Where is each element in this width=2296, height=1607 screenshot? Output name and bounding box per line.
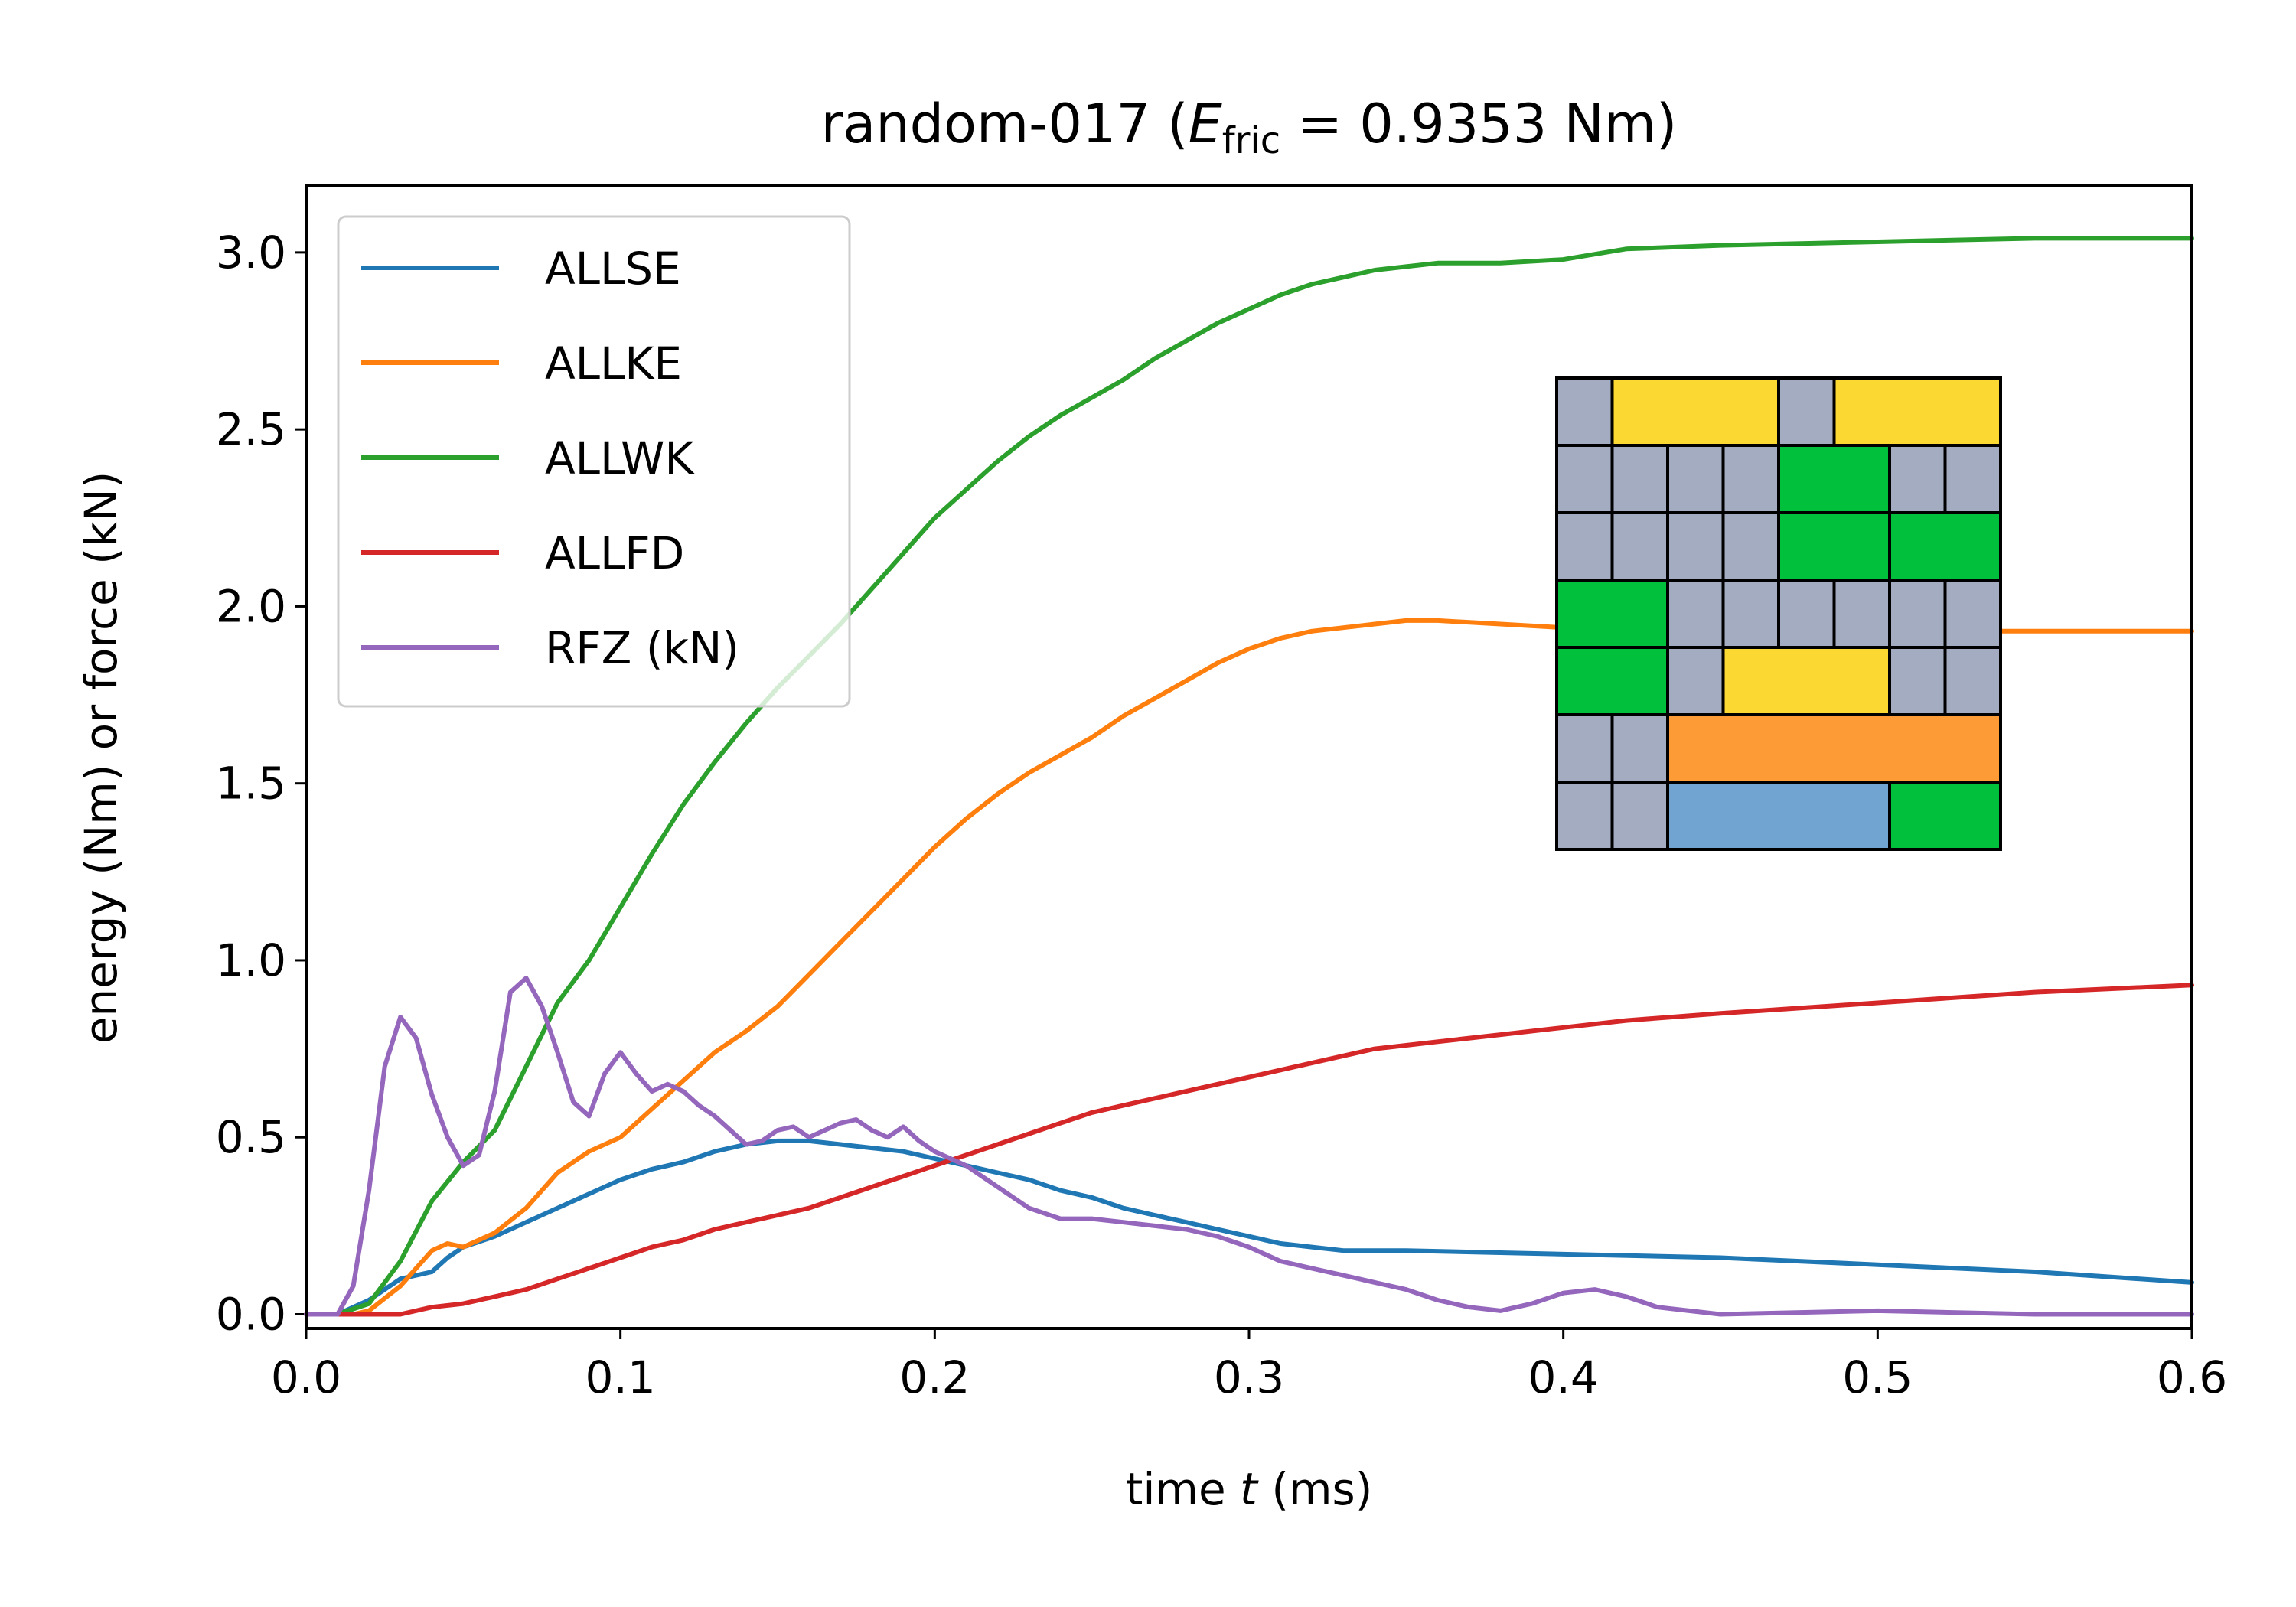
inset-block [1610,713,1669,784]
y-tick-label: 2.5 [216,403,286,455]
inset-block [1666,781,1891,851]
block-layout-inset [1555,376,2002,851]
inset-block [1666,444,1725,514]
inset-block [1888,444,1947,514]
legend: ALLSE ALLKE ALLWK ALLFD RFZ (kN) [337,215,851,708]
series-line-allke [304,618,2194,1317]
y-tick-label: 0.5 [216,1111,286,1163]
inset-block [1777,579,1836,649]
inset-block [1777,444,1891,514]
inset-block [1888,646,1947,716]
inset-block [1555,444,1614,514]
inset-block [1943,646,2002,716]
x-tick-label: 0.1 [585,1351,656,1403]
legend-label: ALLWK [545,432,695,484]
y-tick-label: 1.0 [216,934,286,986]
legend-label: ALLSE [545,243,681,295]
series-line-allfd [304,983,2194,1317]
inset-block [1888,579,1947,649]
series-line-allwk [304,236,2194,1317]
x-axis-label: time t (ms) [1126,1463,1373,1515]
inset-block [1555,646,1669,716]
series-line-allse [304,1138,2194,1317]
inset-block [1555,511,1614,582]
series-lines [304,236,2194,1317]
y-tick-label: 3.0 [216,227,286,279]
x-tick-label: 0.3 [1214,1351,1284,1403]
inset-block [1832,579,1891,649]
y-axis-label: energy (Nm) or force (kN) [75,471,127,1045]
inset-block [1721,579,1780,649]
inset-block [1555,713,1614,784]
inset-block [1721,511,1780,582]
legend-label: ALLFD [545,527,684,579]
inset-block [1777,511,1891,582]
y-tick-label: 1.5 [216,758,286,810]
inset-block [1555,376,1614,447]
inset-block [1832,376,2002,447]
x-tick-label: 0.6 [2157,1351,2227,1403]
inset-block [1888,511,2002,582]
inset-block [1721,444,1780,514]
inset-block [1666,713,2002,784]
legend-label: RFZ (kN) [545,622,739,674]
chart-title: random-017 (Efric = 0.9353 Nm) [821,93,1678,162]
inset-block [1777,376,1836,447]
inset-block [1610,781,1669,851]
inset-block [1666,579,1725,649]
plot-frame [305,184,2193,1330]
inset-block [1555,579,1669,649]
inset-block [1943,579,2002,649]
inset-block [1555,781,1614,851]
inset-block [1666,511,1725,582]
y-tick-label: 0.0 [216,1288,286,1340]
inset-block [1610,511,1669,582]
inset-block [1666,646,1725,716]
x-tick-label: 0.5 [1842,1351,1913,1403]
legend-box [337,215,851,708]
x-tick-label: 0.0 [271,1351,341,1403]
x-tick-label: 0.2 [899,1351,970,1403]
inset-block [1610,444,1669,514]
y-tick-label: 2.0 [216,580,286,632]
inset-block [1610,376,1780,447]
inset-block [1943,444,2002,514]
x-tick-label: 0.4 [1528,1351,1599,1403]
x-axis-ticks: 0.0 0.1 0.2 0.3 0.4 0.5 0.6 [271,1328,2227,1403]
y-axis-ticks: 0.0 0.5 1.0 1.5 2.0 2.5 3.0 [216,227,306,1340]
legend-label: ALLKE [545,337,682,390]
inset-block [1721,646,1891,716]
series-line-rfz-kn [304,976,2194,1317]
inset-block [1888,781,2002,851]
